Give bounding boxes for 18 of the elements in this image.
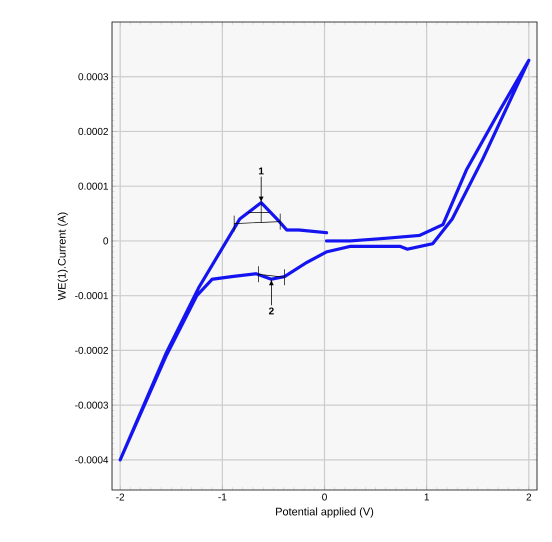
x-tick-label: 0 <box>322 494 327 501</box>
x-tick-label: 1 <box>424 494 429 500</box>
x-tick-label: -2 <box>116 494 124 500</box>
y-tick-label: 0 <box>103 237 108 244</box>
line-series <box>118 58 530 462</box>
y-tick-label: 0.0001 <box>78 182 108 190</box>
annotation: 2 <box>268 307 274 314</box>
y-tick-label: 0.0003 <box>78 73 108 80</box>
x-tick-label: -1 <box>218 494 226 500</box>
y-tick-label: -0.0003 <box>75 402 108 409</box>
x-tick-label: 2 <box>526 494 532 500</box>
y-tick-label: 0.0002 <box>78 128 108 135</box>
x-axis-title: Potential applied (V) <box>276 507 374 518</box>
y-tick-label: -0.0001 <box>75 292 108 300</box>
y-tick-label: -0.0004 <box>75 456 108 464</box>
annotation: 1 <box>259 168 264 174</box>
y-tick-label: -0.0002 <box>75 346 108 354</box>
y-axis-title: WE(1).Current (A) <box>58 212 68 300</box>
